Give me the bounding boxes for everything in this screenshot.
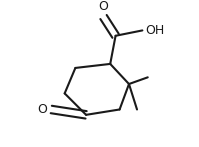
Text: O: O [99,0,108,13]
Text: O: O [38,103,48,116]
Text: OH: OH [146,24,165,37]
